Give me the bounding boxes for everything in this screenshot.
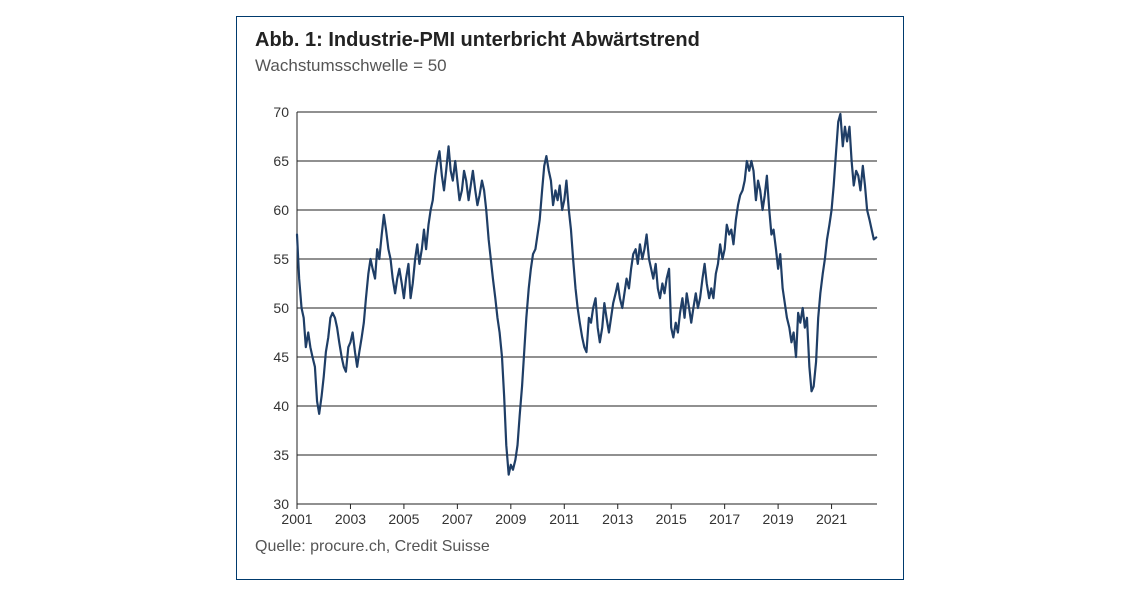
line-chart: 30 35 40 45 50 55 60 65 70 2001 2003 2005 2007 2009 20… — [255, 90, 885, 530]
svg-text:2007: 2007 — [442, 511, 473, 527]
svg-text:40: 40 — [273, 398, 289, 414]
chart-subtitle: Wachstumsschwelle = 50 — [255, 56, 885, 76]
svg-text:55: 55 — [273, 251, 289, 267]
svg-text:2009: 2009 — [495, 511, 526, 527]
svg-text:2003: 2003 — [335, 511, 366, 527]
svg-text:45: 45 — [273, 349, 289, 365]
svg-text:2005: 2005 — [388, 511, 419, 527]
svg-text:50: 50 — [273, 300, 289, 316]
svg-text:2011: 2011 — [549, 511, 579, 527]
svg-text:30: 30 — [273, 496, 289, 512]
svg-text:35: 35 — [273, 447, 289, 463]
svg-text:2001: 2001 — [281, 511, 312, 527]
svg-text:65: 65 — [273, 153, 289, 169]
svg-text:2013: 2013 — [602, 511, 633, 527]
figure-container: Abb. 1: Industrie-PMI unterbricht Abwärt… — [236, 16, 904, 580]
svg-text:2021: 2021 — [816, 511, 847, 527]
svg-text:70: 70 — [273, 104, 289, 120]
svg-text:2017: 2017 — [709, 511, 740, 527]
chart-source: Quelle: procure.ch, Credit Suisse — [255, 538, 885, 556]
svg-text:60: 60 — [273, 202, 289, 218]
svg-text:2015: 2015 — [656, 511, 687, 527]
chart-title: Abb. 1: Industrie-PMI unterbricht Abwärt… — [255, 29, 885, 52]
svg-text:2019: 2019 — [763, 511, 794, 527]
